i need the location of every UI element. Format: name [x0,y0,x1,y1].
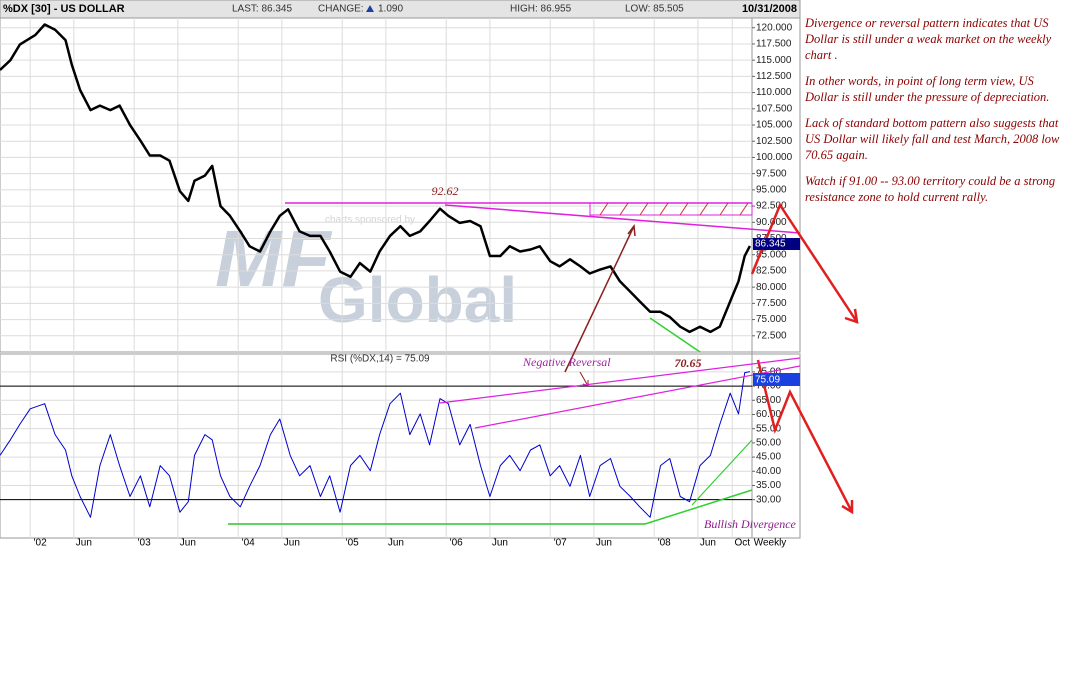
note: Divergence or reversal pattern indicates… [805,16,1052,62]
y-tick-label: 45.00 [756,452,781,463]
y-tick-label: 40.00 [756,466,781,477]
last-value: 75.09 [755,375,780,386]
date: 10/31/2008 [742,3,797,15]
change: 1.090 [378,4,403,15]
trend-line [439,357,801,404]
series-line [0,371,751,518]
rsi-panel [0,353,801,539]
y-tick-label: 55.00 [756,423,781,434]
x-tick-label: Jun [700,538,716,549]
high: HIGH: 86.955 [510,4,572,15]
last-box [753,373,800,386]
y-tick-label: 120.000 [756,22,793,33]
x-tick-label: Jun [284,538,300,549]
y-tick-label: 80.000 [756,282,787,293]
arrow [579,371,589,387]
x-tick-label: '06 [450,538,463,549]
hatch [599,202,749,216]
note: Lack of standard bottom pattern also sug… [805,116,1060,162]
y-tick-label: 95.000 [756,185,787,196]
y-tick-label: 107.500 [756,103,793,114]
forecast-arrow [756,359,854,515]
symbol: %DX [30] - US DOLLAR [3,3,125,15]
up-icon [366,5,374,12]
y-tick-label: 60.00 [756,409,781,420]
trend-line [444,204,801,234]
y-tick-label: 97.500 [756,168,787,179]
support-line [691,439,753,506]
watermark-mf: MF [215,214,333,303]
change-label: CHANGE: [318,4,364,15]
notes: Divergence or reversal pattern indicates… [805,15,1067,215]
annotation: Bullish Divergence [704,517,797,531]
x-tick-label: '08 [658,538,671,549]
y-tick-label: 70.00 [756,381,781,392]
y-tick-label: 30.00 [756,494,781,505]
last: LAST: 86.345 [232,4,292,15]
y-tick-label: 72.500 [756,330,787,341]
support-line [644,489,753,525]
x-tick-label: Jun [492,538,508,549]
y-tick-label: 35.00 [756,480,781,491]
x-tick-label: '07 [554,538,567,549]
series-line [0,23,752,334]
x-tick-label: Jun [180,538,196,549]
sponsor: charts sponsored by [325,215,415,226]
x-tick-label: '03 [138,538,151,549]
watermark: MF Global charts sponsored by [215,214,517,336]
resistance-zone [589,202,753,216]
y-tick-label: 90.000 [756,217,787,228]
chart: %DX [30] - US DOLLAR LAST: 86.345 CHANGE… [0,0,859,549]
support-line [649,317,701,353]
low: LOW: 85.505 [625,4,684,15]
x-tick-label: Jun [76,538,92,549]
price-panel [0,17,801,353]
y-tick-label: 100.000 [756,152,793,163]
x-tick-label: Jun [388,538,404,549]
y-tick-label: 105.000 [756,120,793,131]
y-tick-label: 102.500 [756,136,793,147]
y-tick-label: 85.000 [756,249,787,260]
y-tick-label: 92.500 [756,201,787,212]
x-tick-label: '05 [346,538,359,549]
x-tick-label: '04 [242,538,255,549]
last-box [753,238,800,250]
annotation: 70.65 [675,356,702,370]
y-tick-label: 77.500 [756,298,787,309]
last-value: 86.345 [755,239,786,250]
annotation: 92.62 [432,184,459,198]
arrow [564,224,636,373]
note: Watch if 91.00 -- 93.00 territory could … [805,174,1056,204]
y-tick-label: 115.000 [756,55,792,66]
drawings [228,202,859,525]
note: In other words, in point of long term vi… [805,74,1050,104]
x-tick-label: Jun [596,538,612,549]
x-tick-label: Oct [734,538,750,549]
annotation: Negative Reversal [522,355,611,369]
y-tick-label: 50.00 [756,438,781,449]
y-tick-label: 112.500 [756,71,792,82]
y-tick-label: 82.500 [756,266,787,277]
y-tick-label: 117.500 [756,39,792,50]
y-tick-label: 75.000 [756,314,787,325]
forecast-arrow [750,202,859,324]
rsi-title: RSI (%DX,14) = 75.09 [330,354,430,365]
trend-line [474,365,801,429]
period: Weekly [754,538,787,549]
x-tick-label: '02 [34,538,47,549]
y-tick-label: 110.000 [756,87,792,98]
